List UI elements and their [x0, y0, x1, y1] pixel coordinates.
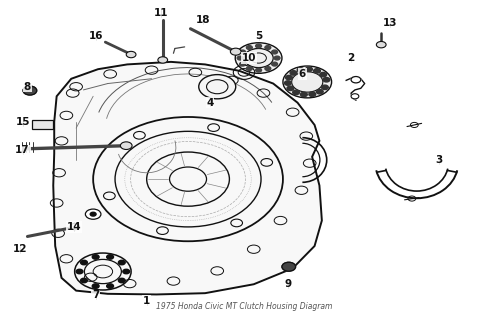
Circle shape — [235, 43, 282, 73]
Circle shape — [265, 67, 271, 70]
Circle shape — [283, 66, 331, 98]
Text: 1: 1 — [143, 296, 150, 306]
Circle shape — [92, 255, 99, 259]
Circle shape — [81, 260, 87, 265]
Circle shape — [92, 284, 99, 288]
Circle shape — [293, 90, 300, 95]
Circle shape — [272, 62, 278, 66]
Text: 6: 6 — [299, 69, 306, 79]
Circle shape — [274, 56, 280, 60]
Circle shape — [285, 81, 291, 85]
Circle shape — [351, 76, 361, 83]
Polygon shape — [53, 62, 322, 294]
Circle shape — [237, 56, 243, 60]
Text: 18: 18 — [195, 15, 210, 25]
Circle shape — [351, 94, 359, 99]
Text: 10: 10 — [242, 53, 256, 63]
Circle shape — [246, 67, 252, 70]
Circle shape — [265, 46, 271, 50]
Circle shape — [305, 67, 312, 71]
Circle shape — [85, 209, 101, 219]
Circle shape — [256, 68, 262, 72]
Circle shape — [76, 269, 83, 274]
Circle shape — [107, 284, 114, 288]
Text: 12: 12 — [13, 244, 27, 254]
Circle shape — [322, 85, 328, 90]
Circle shape — [23, 86, 37, 95]
Circle shape — [323, 77, 330, 82]
Text: 14: 14 — [66, 222, 81, 232]
Circle shape — [70, 223, 80, 230]
Text: 17: 17 — [15, 146, 30, 156]
Circle shape — [290, 71, 297, 75]
Circle shape — [126, 51, 136, 58]
Text: 15: 15 — [15, 117, 30, 127]
Text: 3: 3 — [435, 155, 442, 165]
Circle shape — [376, 42, 386, 48]
Circle shape — [158, 57, 167, 63]
Circle shape — [309, 92, 316, 97]
Circle shape — [81, 278, 87, 283]
Circle shape — [316, 90, 323, 94]
Text: 7: 7 — [92, 291, 99, 300]
Text: 13: 13 — [383, 18, 397, 28]
Circle shape — [287, 86, 294, 91]
Text: 16: 16 — [88, 31, 103, 41]
Circle shape — [107, 255, 114, 259]
Text: 9: 9 — [284, 279, 291, 289]
Circle shape — [123, 269, 130, 274]
Circle shape — [320, 72, 326, 77]
Circle shape — [282, 262, 296, 271]
Circle shape — [272, 50, 278, 54]
Circle shape — [90, 212, 96, 216]
Circle shape — [119, 260, 125, 265]
Circle shape — [297, 68, 304, 72]
Circle shape — [240, 62, 245, 66]
Circle shape — [256, 44, 262, 48]
Text: 4: 4 — [206, 98, 214, 108]
Circle shape — [119, 278, 125, 283]
Text: 11: 11 — [154, 8, 168, 19]
Circle shape — [240, 50, 245, 54]
Circle shape — [246, 46, 252, 50]
Text: 2: 2 — [347, 53, 355, 63]
Circle shape — [121, 142, 132, 149]
Circle shape — [285, 75, 292, 80]
Text: 1975 Honda Civic MT Clutch Housing Diagram: 1975 Honda Civic MT Clutch Housing Diagr… — [156, 302, 332, 311]
Circle shape — [301, 92, 307, 97]
Text: 5: 5 — [255, 31, 262, 41]
Circle shape — [230, 48, 241, 55]
Circle shape — [199, 75, 236, 99]
Circle shape — [314, 69, 321, 73]
Circle shape — [27, 89, 32, 92]
Text: 8: 8 — [24, 82, 31, 92]
Bar — [32, 121, 53, 129]
Circle shape — [286, 265, 291, 268]
